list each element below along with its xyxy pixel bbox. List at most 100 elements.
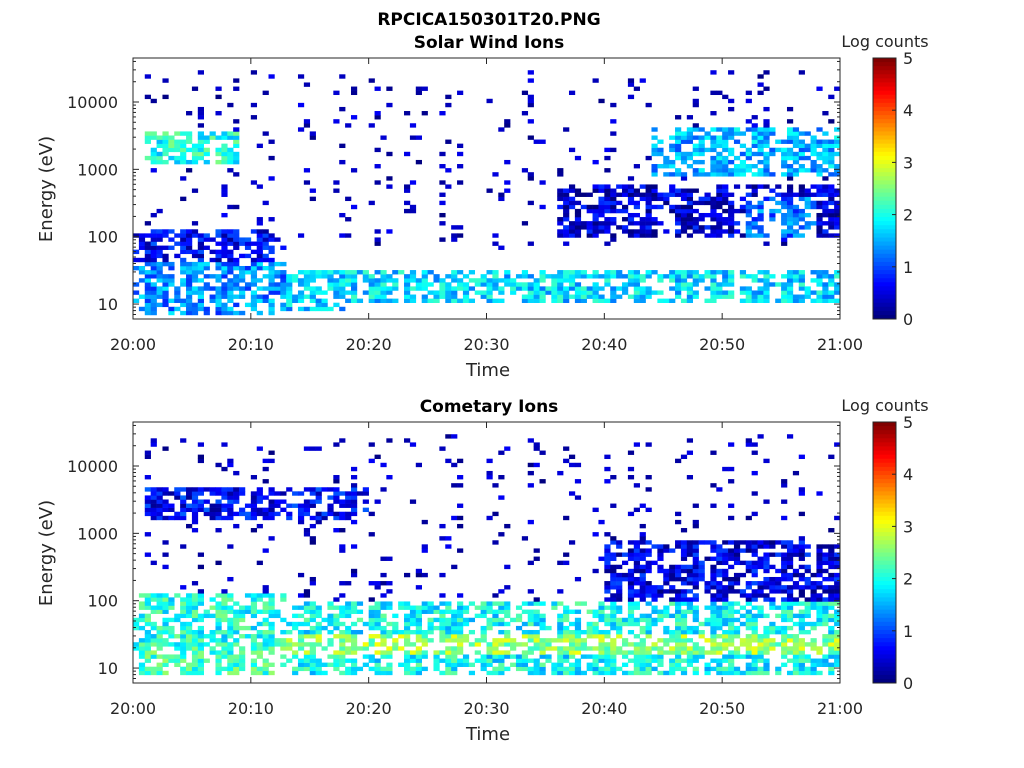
- heatmap-cell: [604, 662, 611, 667]
- heatmap-cell: [368, 442, 375, 447]
- heatmap-cell: [209, 605, 216, 610]
- heatmap-cell: [315, 638, 322, 643]
- heatmap-cell: [822, 212, 829, 218]
- heatmap-cell: [374, 229, 381, 234]
- heatmap-cell: [663, 164, 670, 169]
- heatmap-cell: [345, 491, 352, 496]
- heatmap-cell: [786, 127, 794, 132]
- heatmap-cell: [610, 540, 617, 545]
- heatmap-cell: [698, 159, 705, 165]
- heatmap-cell: [303, 511, 311, 517]
- heatmap-cell: [415, 159, 422, 165]
- heatmap-cell: [374, 605, 381, 610]
- heatmap-cell: [386, 298, 393, 303]
- heatmap-cell: [763, 270, 770, 275]
- heatmap-cell: [527, 98, 534, 104]
- heatmap-cell: [733, 625, 741, 631]
- heatmap-cell: [250, 499, 258, 504]
- heatmap-cell: [604, 188, 611, 193]
- heatmap-cell: [186, 609, 193, 614]
- heatmap-cell: [798, 70, 805, 75]
- heatmap-cell: [227, 159, 234, 165]
- heatmap-cell: [233, 642, 240, 647]
- heatmap-cell: [663, 155, 670, 161]
- heatmap-cell: [250, 102, 258, 108]
- heatmap-cell: [374, 499, 381, 504]
- heatmap-cell: [186, 294, 193, 299]
- heatmap-cell: [639, 658, 646, 663]
- heatmap-cell: [745, 564, 752, 570]
- heatmap-cell: [215, 515, 222, 521]
- heatmap-cell: [186, 282, 193, 287]
- heatmap-cell: [563, 233, 570, 238]
- heatmap-cell: [156, 491, 163, 496]
- colorbar-swatch: [873, 596, 896, 602]
- heatmap-cell: [144, 658, 151, 663]
- heatmap-cell: [786, 155, 794, 161]
- heatmap-cell: [268, 458, 275, 464]
- heatmap-cell: [186, 241, 193, 246]
- heatmap-cell: [339, 270, 346, 275]
- heatmap-cell: [792, 650, 800, 655]
- heatmap-cell: [716, 164, 723, 169]
- heatmap-cell: [580, 225, 587, 230]
- heatmap-cell: [610, 208, 617, 214]
- heatmap-cell: [798, 544, 805, 549]
- heatmap-cell: [144, 454, 151, 460]
- heatmap-cell: [227, 282, 234, 287]
- heatmap-cell: [598, 294, 605, 299]
- heatmap-cell: [392, 646, 399, 651]
- heatmap-cell: [498, 196, 505, 202]
- heatmap-cell: [468, 298, 476, 303]
- heatmap-cell: [191, 147, 199, 153]
- heatmap-cell: [156, 597, 163, 602]
- heatmap-cell: [698, 572, 705, 578]
- heatmap-cell: [162, 147, 169, 153]
- heatmap-cell: [568, 90, 576, 96]
- heatmap-cell: [203, 487, 210, 492]
- colorbar-tick-label: 3: [903, 517, 913, 536]
- heatmap-cell: [386, 86, 393, 91]
- heatmap-cell: [350, 274, 358, 279]
- heatmap-cell: [716, 282, 723, 287]
- heatmap-cell: [215, 151, 222, 157]
- heatmap-cell: [209, 135, 216, 140]
- heatmap-cell: [781, 298, 788, 303]
- heatmap-cell: [186, 278, 193, 283]
- heatmap-cell: [816, 192, 823, 197]
- heatmap-cell: [733, 654, 741, 659]
- heatmap-cell: [598, 221, 605, 226]
- heatmap-cell: [722, 127, 729, 132]
- heatmap-cell: [180, 143, 187, 149]
- heatmap-cell: [769, 147, 776, 153]
- heatmap-cell: [197, 106, 204, 112]
- heatmap-cell: [333, 654, 340, 659]
- heatmap-cell: [268, 515, 275, 521]
- heatmap-cell: [557, 666, 564, 672]
- heatmap-cell: [692, 642, 699, 647]
- heatmap-cell: [404, 200, 411, 206]
- heatmap-cell: [657, 139, 664, 144]
- heatmap-cell: [409, 658, 417, 663]
- heatmap-cell: [604, 581, 611, 586]
- heatmap-cell: [244, 237, 252, 242]
- heatmap-cell: [215, 94, 222, 100]
- heatmap-cell: [292, 642, 299, 647]
- heatmap-cell: [651, 609, 658, 614]
- heatmap-cell: [133, 265, 140, 271]
- heatmap-cell: [710, 450, 717, 455]
- heatmap-cell: [309, 278, 316, 283]
- heatmap-cell: [722, 196, 729, 202]
- heatmap-cell: [186, 302, 193, 308]
- heatmap-cell: [675, 208, 682, 214]
- colorbar-swatch: [873, 625, 896, 630]
- heatmap-cell: [622, 576, 629, 582]
- heatmap-cell: [804, 204, 811, 210]
- heatmap-cell: [686, 282, 694, 287]
- heatmap-cell: [563, 274, 570, 279]
- heatmap-cell: [168, 491, 175, 496]
- heatmap-cell: [728, 576, 735, 582]
- heatmap-cell: [651, 151, 658, 157]
- heatmap-cell: [804, 290, 811, 295]
- heatmap-cell: [156, 495, 163, 500]
